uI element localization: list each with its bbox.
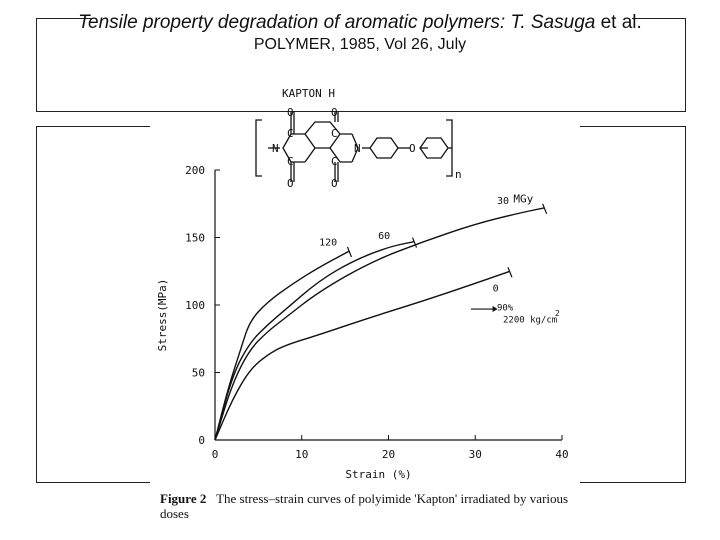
break-mark-3 xyxy=(411,237,418,248)
x-tick-label: 0 xyxy=(212,448,219,461)
figure-number: Figure 2 xyxy=(160,491,207,506)
y-tick-label: 200 xyxy=(185,164,205,177)
series-line-3 xyxy=(214,240,415,441)
svg-text:C: C xyxy=(331,127,338,140)
svg-text:O: O xyxy=(287,177,294,190)
paper-header-title: Tensile property degradation of aromatic… xyxy=(0,12,720,34)
svg-text:C: C xyxy=(331,155,338,168)
figure-caption-text: The stress–strain curves of polyimide 'K… xyxy=(160,491,569,521)
figure-caption: Figure 2 The stress–strain curves of pol… xyxy=(160,491,580,521)
journal-line: POLYMER, 1985, Vol 26, July xyxy=(253,36,467,53)
break-mark-2 xyxy=(542,203,548,215)
structure-label: KAPTON H xyxy=(282,87,335,100)
svg-text:O: O xyxy=(409,142,416,155)
structure-atoms: O O O O C C C C N N O n xyxy=(272,106,462,190)
repeat-subscript: n xyxy=(455,168,462,181)
svg-text:N: N xyxy=(272,142,279,155)
label-mgy: MGy xyxy=(513,192,533,205)
label-pressure-exp: 2 xyxy=(555,309,560,318)
svg-text:C: C xyxy=(287,155,294,168)
label-pressure: 2200 kg/cm xyxy=(503,316,557,326)
break-mark-1 xyxy=(507,267,513,278)
x-tick-label: 30 xyxy=(469,448,482,461)
label-120: 120 xyxy=(319,238,337,249)
label-temp: 90% xyxy=(497,303,514,313)
y-axis-label: Stress(MPa) xyxy=(156,279,169,352)
pressure-arrowhead xyxy=(492,306,498,313)
svg-text:O: O xyxy=(331,177,338,190)
header-title-italic: Tensile property degradation of aromatic… xyxy=(78,12,596,33)
svg-text:N: N xyxy=(354,142,361,155)
x-tick-label: 40 xyxy=(555,448,568,461)
header-title-suffix: et al. xyxy=(595,12,642,33)
label-30: 30 xyxy=(497,196,509,207)
series-line-4 xyxy=(214,250,350,441)
x-tick-label: 10 xyxy=(295,448,308,461)
svg-text:O: O xyxy=(331,106,338,119)
series-line-2 xyxy=(214,207,545,441)
label-0: 0 xyxy=(493,284,499,295)
y-tick-label: 50 xyxy=(192,367,205,380)
y-tick-label: 150 xyxy=(185,232,205,245)
series-line-1 xyxy=(214,270,511,441)
label-60: 60 xyxy=(378,231,390,242)
x-axis-label: Strain (%) xyxy=(345,468,411,481)
y-tick-label: 0 xyxy=(198,434,205,447)
svg-text:O: O xyxy=(287,106,294,119)
kapton-structure: KAPTON H xyxy=(255,87,453,182)
svg-text:C: C xyxy=(287,127,294,140)
x-tick-label: 20 xyxy=(382,448,395,461)
break-mark-4 xyxy=(346,246,353,258)
y-tick-label: 100 xyxy=(185,299,205,312)
